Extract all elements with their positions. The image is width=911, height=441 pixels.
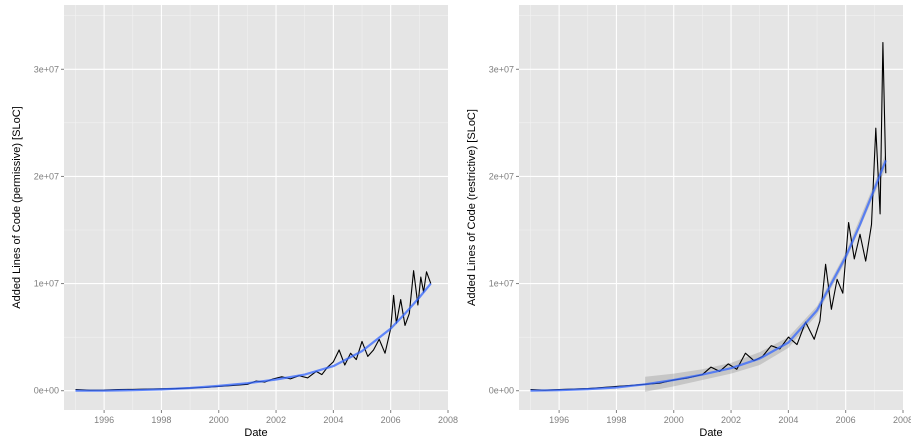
- restrictive-chart-panel: 1996 1998 2000 2002 2004 2006 2008 0e+00 1e+07 2e…: [466, 5, 911, 439]
- y-tick-label: 2e+07: [489, 171, 514, 181]
- y-axis-title: Added Lines of Code (permissive) [SLoC]: [11, 106, 23, 308]
- y-tick-label: 3e+07: [34, 64, 59, 74]
- y-tick-label: 3e+07: [489, 64, 514, 74]
- x-tick-label: 1996: [549, 415, 569, 425]
- x-tick-label: 2004: [778, 415, 798, 425]
- x-axis-title: Date: [244, 427, 267, 439]
- x-tick-label: 2000: [664, 415, 684, 425]
- x-tick-label: 2000: [209, 415, 229, 425]
- y-tick-label: 1e+07: [489, 279, 514, 289]
- plot-background: [519, 5, 903, 410]
- x-tick-label: 1998: [151, 415, 171, 425]
- smooth-trend-line: [75, 282, 432, 392]
- y-axis-title: Added Lines of Code (restrictive) [SLoC]: [466, 109, 478, 306]
- y-tick-label: 2e+07: [34, 171, 59, 181]
- x-tick-label: 2008: [438, 415, 458, 425]
- x-tick-label: 2002: [266, 415, 286, 425]
- x-tick-label: 1996: [94, 415, 114, 425]
- permissive-chart-panel: 1996 1998 2000 2002 2004 2006 2008 0e+00 1e+07 2e…: [11, 5, 458, 439]
- x-tick-label: 2004: [323, 415, 343, 425]
- x-tick-label: 2008: [893, 415, 911, 425]
- x-tick-label: 2006: [381, 415, 401, 425]
- y-tick-label: 0e+00: [34, 386, 59, 396]
- x-axis-title: Date: [699, 427, 722, 439]
- y-tick-label: 0e+00: [489, 386, 514, 396]
- plot-background: [64, 5, 448, 410]
- smooth-trend-line: [530, 159, 887, 392]
- x-tick-label: 1998: [606, 415, 626, 425]
- x-tick-label: 2002: [721, 415, 741, 425]
- y-tick-label: 1e+07: [34, 279, 59, 289]
- x-tick-label: 2006: [836, 415, 856, 425]
